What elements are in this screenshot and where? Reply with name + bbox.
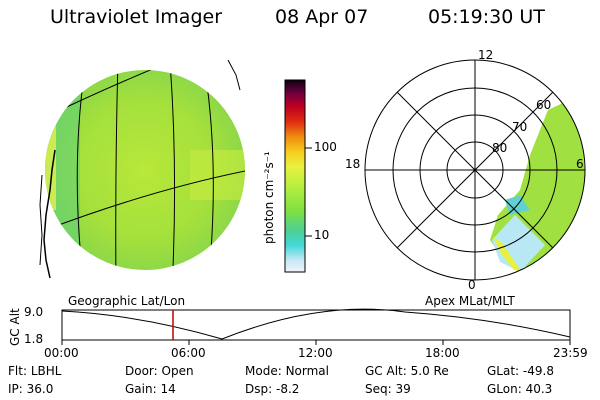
colorbar-unit-label: photon cm⁻²s⁻¹	[262, 151, 276, 244]
colorbar-tick-100: 100	[314, 140, 337, 154]
info-mode-value: Normal	[285, 364, 329, 378]
time-tick-0000: 00:00	[44, 346, 79, 360]
mlt-label-0: 0	[468, 278, 476, 292]
info-glat-value: -49.8	[522, 364, 554, 378]
altitude-axis-label: GC Alt	[8, 308, 22, 346]
info-gc-alt: GC Alt: 5.0 Re	[365, 364, 449, 378]
info-door-value: Open	[161, 364, 194, 378]
lat-label-60: 60	[536, 98, 552, 112]
colorbar-tick-10: 10	[314, 228, 330, 242]
info-door: Door: Open	[125, 364, 194, 378]
header-time: 05:19:30 UT	[428, 6, 545, 28]
info-flt: Flt: LBHL	[8, 364, 62, 378]
info-mode: Mode: Normal	[245, 364, 329, 378]
geo-panel-label: Geographic Lat/Lon	[68, 294, 186, 308]
info-ip-value: 36.0	[26, 382, 54, 396]
altitude-tick-bottom: 1.8	[24, 332, 44, 346]
apex-panel-label: Apex MLat/MLT	[425, 294, 515, 308]
altitude-strip	[61, 308, 571, 345]
info-flt-value: LBHL	[30, 364, 62, 378]
info-dsp-value: -8.2	[275, 382, 300, 396]
info-dsp: Dsp: -8.2	[245, 382, 300, 396]
instrument-title: Ultraviolet Imager	[50, 6, 223, 28]
info-glon: GLon: 40.3	[487, 382, 553, 396]
header-date: 08 Apr 07	[275, 6, 369, 28]
info-seq-value: 39	[395, 382, 411, 396]
time-tick-1800: 18:00	[425, 346, 460, 360]
time-tick-1200: 12:00	[298, 346, 333, 360]
info-gain-value: 14	[160, 382, 176, 396]
mlt-label-6: 6	[576, 157, 584, 171]
time-tick-0600: 06:00	[171, 346, 206, 360]
info-glat: GLat: -49.8	[487, 364, 554, 378]
info-gain: Gain: 14	[125, 382, 176, 396]
altitude-tick-top: 9.0	[24, 305, 44, 319]
info-gc-alt-value: 5.0 Re	[410, 364, 449, 378]
lat-label-70: 70	[512, 120, 528, 134]
info-glon-value: 40.3	[525, 382, 553, 396]
colorbar	[284, 79, 312, 273]
time-tick-2359: 23:59	[553, 346, 588, 360]
apex-polar-plot	[364, 59, 586, 281]
info-ip: IP: 36.0	[8, 382, 54, 396]
info-seq: Seq: 39	[365, 382, 411, 396]
mlt-label-18: 18	[345, 157, 361, 171]
lat-label-80: 80	[492, 141, 508, 155]
mlt-label-12: 12	[478, 48, 494, 62]
geographic-earth-image	[39, 59, 245, 279]
